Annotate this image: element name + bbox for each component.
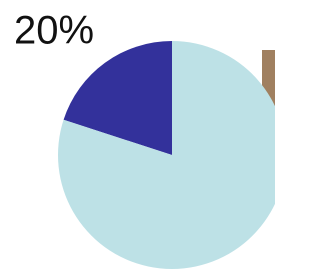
value-label: 20% bbox=[14, 9, 94, 53]
page: 20% (() => { const data = JSON.parse(doc… bbox=[0, 0, 275, 270]
chart: 20% bbox=[0, 0, 275, 270]
